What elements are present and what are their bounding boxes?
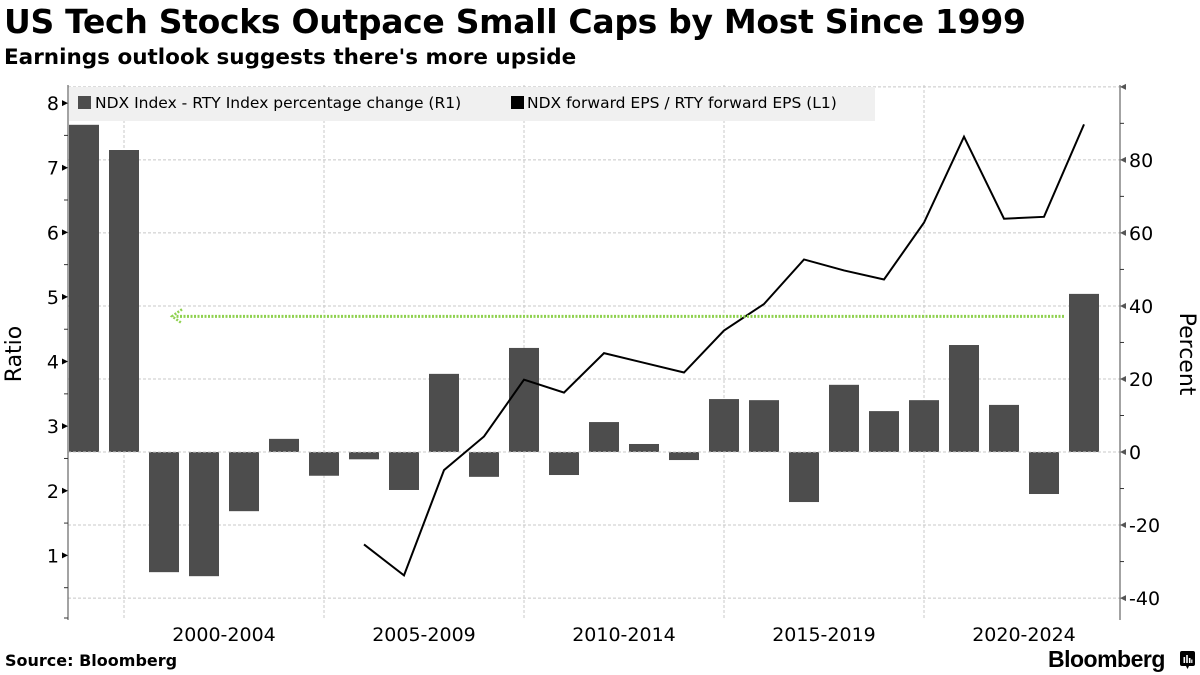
y-left-tick — [62, 552, 68, 559]
bar-1999 — [69, 124, 99, 453]
legend-label-line: NDX forward EPS / RTY forward EPS (L1) — [527, 94, 837, 112]
bar-2000 — [109, 150, 139, 453]
y-left-tick-label: 6 — [47, 222, 59, 244]
eps-ratio-line — [363, 124, 1085, 578]
bar-2020 — [909, 400, 939, 453]
y-right-tick — [1120, 449, 1126, 456]
bar-2011 — [549, 452, 579, 476]
annotation-arrow-head — [169, 308, 183, 325]
y-left-tick-label: 3 — [47, 416, 59, 438]
chart-title: US Tech Stocks Outpace Small Caps by Mos… — [4, 2, 1026, 41]
y-left-tick — [62, 164, 68, 171]
bar-2022 — [989, 404, 1019, 453]
y-axis-right-label: Percent — [1174, 313, 1199, 396]
y-left-tick-label: 4 — [47, 352, 59, 374]
x-tick-label: 2010-2014 — [572, 624, 676, 646]
bar-2018 — [829, 384, 859, 453]
chart-subtitle: Earnings outlook suggests there's more u… — [4, 45, 577, 70]
y-right-tick — [1120, 83, 1126, 90]
x-tick-label: 2005-2009 — [372, 624, 476, 646]
bar-2003 — [229, 452, 259, 512]
legend-label-bars: NDX Index - RTY Index percentage change … — [95, 94, 461, 112]
y-right-tick-label: 60 — [1129, 223, 1153, 245]
y-left-tick — [62, 229, 68, 236]
bar-2014 — [669, 452, 699, 461]
y-right-tick — [1120, 595, 1126, 602]
axes: 1 2 3 4 5 6 7 8 -40 -20 0 20 40 60 80 2000-2004 2005-200… — [47, 83, 1160, 646]
y-right-tick-label: 20 — [1129, 369, 1153, 391]
y-right-tick — [1120, 375, 1126, 382]
legend-swatch-bars — [78, 96, 91, 109]
y-right-tick — [1120, 229, 1126, 236]
y-left-tick-label: 5 — [47, 287, 59, 309]
x-tick-label: 2020-2024 — [972, 624, 1076, 646]
y-right-tick — [1120, 302, 1126, 309]
y-right-tick-label: -40 — [1129, 588, 1160, 610]
x-tick-label: 2015-2019 — [772, 624, 876, 646]
y-left-tick-label: 8 — [47, 93, 59, 115]
y-right-tick-label: 80 — [1129, 150, 1153, 172]
bar-2005 — [309, 452, 339, 476]
gridlines — [68, 85, 1120, 620]
bar-2010 — [509, 347, 539, 453]
y-left-tick-label: 7 — [47, 158, 59, 180]
legend-swatch-line — [511, 96, 524, 109]
bar-2012 — [589, 422, 619, 453]
y-left-tick-label: 2 — [47, 481, 59, 503]
bar-2006 — [349, 452, 379, 460]
y-left-tick — [62, 358, 68, 365]
y-left-tick-label: 1 — [47, 545, 59, 567]
y-left-tick — [62, 293, 68, 300]
y-right-tick-label: -20 — [1129, 515, 1160, 537]
bar-2007 — [389, 452, 419, 490]
y-left-tick — [62, 487, 68, 494]
bar-2019 — [869, 411, 899, 453]
legend: NDX Index - RTY Index percentage change … — [69, 87, 875, 121]
bar-2021 — [949, 345, 979, 453]
bar-2023 — [1029, 452, 1059, 495]
bar-2002 — [189, 452, 219, 577]
bloomberg-logo: Bloomberg — [1048, 646, 1165, 672]
bar-2013 — [629, 443, 659, 453]
y-axis-left-label: Ratio — [2, 326, 27, 382]
bar-2008 — [429, 373, 459, 453]
source-note: Source: Bloomberg — [5, 651, 178, 670]
annotation-arrow — [169, 308, 1064, 325]
y-left-tick — [62, 423, 68, 430]
bar-2001 — [149, 452, 179, 573]
legend-background — [69, 87, 875, 121]
bar-2017 — [789, 452, 819, 503]
bar-series — [69, 124, 1099, 577]
y-right-tick-label: 0 — [1129, 442, 1141, 464]
bar-2016 — [749, 400, 779, 453]
y-right-tick — [1120, 156, 1126, 163]
line-series — [363, 124, 1085, 578]
bloomberg-terminal-icon — [1180, 651, 1195, 669]
bar-2015 — [709, 399, 739, 453]
bar-2024 — [1069, 293, 1099, 453]
y-left-tick — [62, 100, 68, 107]
y-right-tick — [1120, 522, 1126, 529]
x-tick-label: 2000-2004 — [172, 624, 276, 646]
bar-2004 — [269, 438, 299, 453]
y-right-tick-label: 40 — [1129, 296, 1153, 318]
bar-2009 — [469, 452, 499, 477]
